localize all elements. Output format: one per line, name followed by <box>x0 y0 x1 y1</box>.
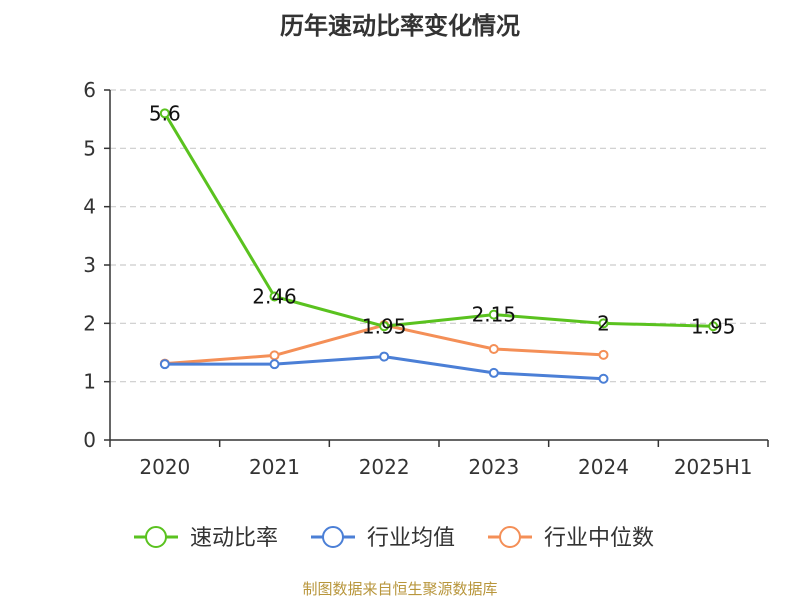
y-tick-label: 5 <box>83 136 96 160</box>
y-tick-label: 0 <box>83 428 96 452</box>
series-point <box>379 351 390 362</box>
axis-layer: 0 1 2 3 4 5 6 2020 2021 2022 2023 2024 2025H1 <box>83 78 769 479</box>
series-point <box>488 367 499 378</box>
x-tick-label: 2022 <box>359 455 410 479</box>
series-point <box>269 359 280 370</box>
series-point <box>708 321 719 332</box>
x-tick-label: 2023 <box>468 455 519 479</box>
series-point <box>379 321 390 332</box>
data-label-layer: 5.6 2.46 1.95 2.15 2 1.95 <box>149 101 736 338</box>
series-line <box>163 112 714 328</box>
data-label: 1.95 <box>691 314 736 338</box>
legend-marker-icon <box>145 526 167 548</box>
series-layer <box>159 108 719 384</box>
series-point <box>598 373 609 384</box>
y-tick-label: 6 <box>83 78 96 102</box>
chart-title: 历年速动比率变化情况 <box>280 12 520 40</box>
series-point <box>159 359 170 370</box>
x-tick-label: 2021 <box>249 455 300 479</box>
series-point <box>488 309 499 320</box>
series-point <box>488 344 499 354</box>
x-tick-label: 2025H1 <box>674 455 753 479</box>
legend-label: 行业中位数 <box>544 526 654 551</box>
data-label: 5.6 <box>149 101 181 125</box>
series-point <box>269 291 280 302</box>
data-label: 2.46 <box>252 285 297 309</box>
x-tick-label: 2020 <box>139 455 190 479</box>
series-point <box>159 108 170 119</box>
y-tick-label: 1 <box>83 370 96 394</box>
data-label: 2 <box>597 311 610 335</box>
x-tick-label: 2024 <box>578 455 629 479</box>
data-label: 1.95 <box>362 314 407 338</box>
source-note: 制图数据来自恒生聚源数据库 <box>302 580 498 598</box>
series-point <box>269 350 280 361</box>
legend-marker-icon <box>499 526 521 548</box>
legend-label: 行业均值 <box>367 526 455 551</box>
y-tick-label: 3 <box>83 253 96 277</box>
y-tick-label: 4 <box>83 195 96 219</box>
legend-label: 速动比率 <box>190 526 278 551</box>
legend: 速动比率 行业均值 行业中位数 <box>134 526 654 551</box>
series-point <box>598 318 609 329</box>
y-tick-label: 2 <box>83 311 96 335</box>
data-label: 2.15 <box>472 303 517 327</box>
series-point <box>598 349 609 360</box>
legend-marker-icon <box>322 526 344 548</box>
